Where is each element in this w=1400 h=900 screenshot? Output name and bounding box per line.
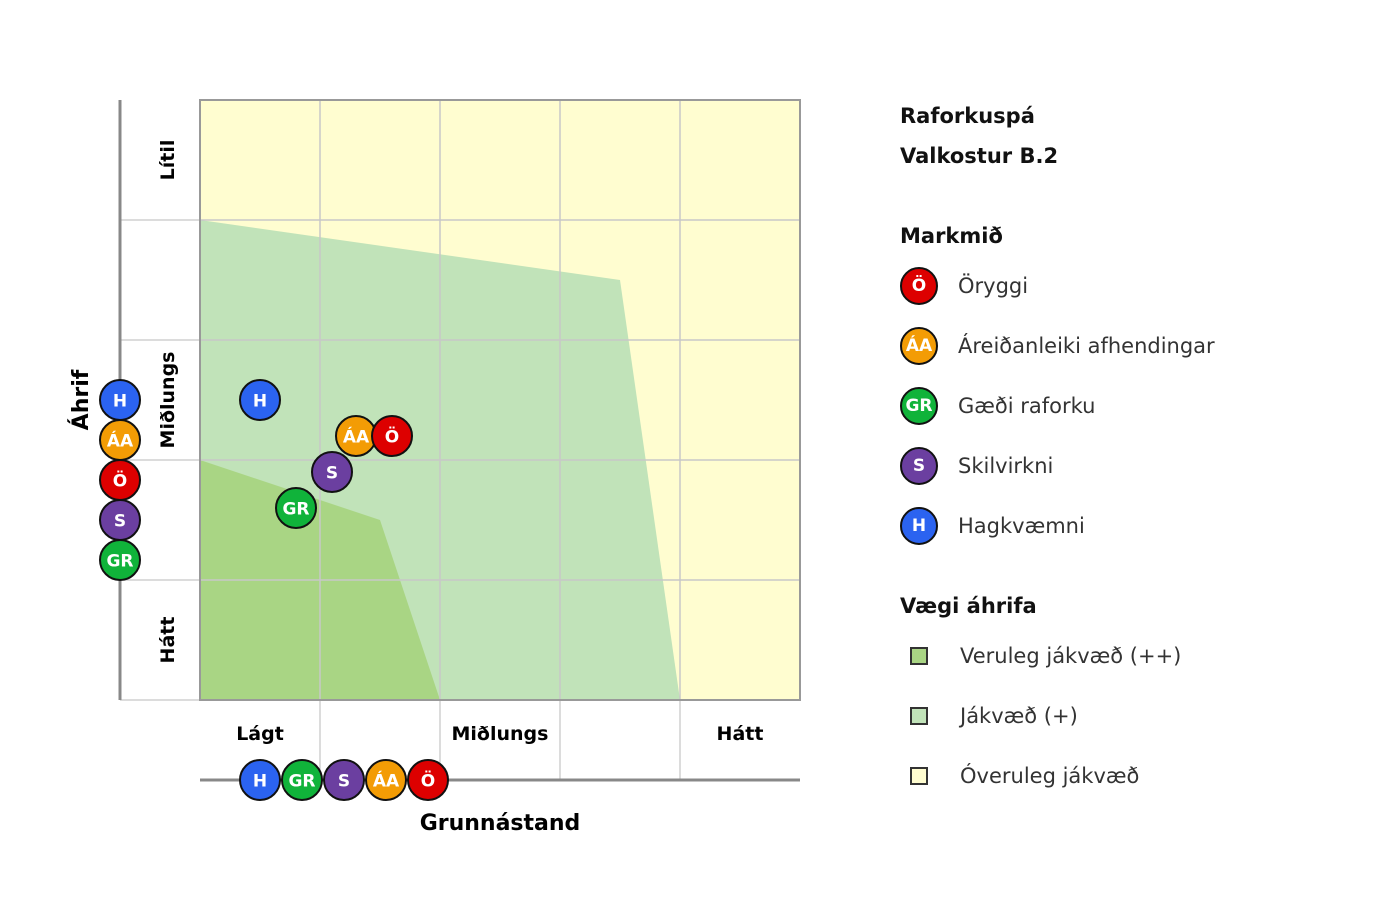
goal-badge-icon: ÁA [900, 327, 938, 365]
goal-label: Öryggi [958, 274, 1029, 298]
y-axis-marker-ÁA: ÁA [99, 419, 141, 461]
weight-label: Veruleg jákvæð (++) [960, 644, 1182, 668]
marker-label: Ö [421, 770, 435, 792]
goal-badge-icon: Ö [900, 267, 938, 305]
legend-subtitle: Valkostur B.2 [900, 144, 1059, 168]
marker-circle [275, 487, 317, 529]
goal-item: ÁA Áreiðanleiki afhendingar [900, 316, 1215, 376]
data-point-S: S [311, 451, 353, 493]
y-axis-label: Áhrif [68, 369, 94, 430]
marker-label: ÁA [373, 770, 400, 792]
x-tick-label: Lágt [236, 723, 284, 745]
weight-item: Jákvæð (+) [900, 686, 1215, 746]
marker-label: ÁA [343, 426, 370, 448]
marker-label: S [114, 512, 126, 532]
data-point-H: H [239, 379, 281, 421]
marker-label: S [338, 772, 350, 792]
x-axis-marker-GR: GR [281, 759, 323, 801]
marker-circle [323, 759, 365, 801]
weight-swatch-icon [910, 707, 928, 725]
impact-chart: Lágt Miðlungs Hátt Lítil Miðlungs Hátt G… [68, 99, 801, 836]
weight-item: Veruleg jákvæð (++) [900, 626, 1215, 686]
legend-title: Raforkuspá [900, 104, 1035, 128]
y-axis-marker-Ö: Ö [99, 459, 141, 501]
marker-label: Ö [385, 426, 399, 448]
x-axis-marker-Ö: Ö [407, 759, 449, 801]
goal-badge-icon: S [900, 447, 938, 485]
marker-label: GR [282, 500, 309, 520]
goal-badge-icon: GR [900, 387, 938, 425]
marker-circle [99, 539, 141, 581]
goal-item: GR Gæði raforku [900, 376, 1215, 436]
goal-badge-icon: H [900, 507, 938, 545]
marker-label: S [326, 464, 338, 484]
marker-label: H [253, 772, 267, 792]
y-axis-marker-GR: GR [99, 539, 141, 581]
marker-circle [311, 451, 353, 493]
marker-label: H [113, 392, 127, 412]
plot-border [199, 99, 801, 701]
x-tick-label: Miðlungs [452, 723, 549, 745]
marker-circle [407, 759, 449, 801]
x-axis-marker-S: S [323, 759, 365, 801]
goal-item: H Hagkvæmni [900, 496, 1215, 556]
y-axis-marker-H: H [99, 379, 141, 421]
data-point-ÁA: ÁA [335, 415, 377, 457]
goals-title: Markmið [900, 224, 1003, 248]
x-axis-label: Grunnástand [420, 811, 581, 836]
marker-circle [239, 379, 281, 421]
x-tick-label: Hátt [717, 723, 764, 745]
data-point-GR: GR [275, 487, 317, 529]
goal-label: Gæði raforku [958, 394, 1096, 418]
marker-circle [371, 415, 413, 457]
marker-label: Ö [113, 470, 127, 492]
weight-swatch-icon [910, 767, 928, 785]
marker-label: GR [106, 552, 133, 572]
marker-circle [239, 759, 281, 801]
y-axis-marker-S: S [99, 499, 141, 541]
marker-label: GR [288, 772, 315, 792]
x-axis-marker-ÁA: ÁA [365, 759, 407, 801]
marker-label: ÁA [107, 430, 134, 452]
x-axis-marker-H: H [239, 759, 281, 801]
marker-label: H [253, 392, 267, 412]
weight-swatch-icon [910, 647, 928, 665]
legend: Raforkuspá Valkostur B.2 Markmið Ö Öryggi… [900, 96, 1215, 806]
weight-label: Jákvæð (+) [960, 704, 1078, 728]
goal-label: Skilvirkni [958, 454, 1054, 478]
data-point-Ö: Ö [371, 415, 413, 457]
goal-label: Hagkvæmni [958, 514, 1085, 538]
y-tick-label: Lítil [157, 140, 179, 181]
goal-label: Áreiðanleiki afhendingar [958, 334, 1215, 358]
marker-circle [365, 759, 407, 801]
weights-title: Vægi áhrifa [900, 594, 1037, 618]
marker-circle [281, 759, 323, 801]
weight-label: Óveruleg jákvæð [960, 764, 1140, 788]
goal-item: Ö Öryggi [900, 256, 1215, 316]
weight-item: Óveruleg jákvæð [900, 746, 1215, 806]
goal-item: S Skilvirkni [900, 436, 1215, 496]
y-tick-label: Hátt [157, 617, 179, 664]
y-tick-label: Miðlungs [157, 352, 179, 449]
